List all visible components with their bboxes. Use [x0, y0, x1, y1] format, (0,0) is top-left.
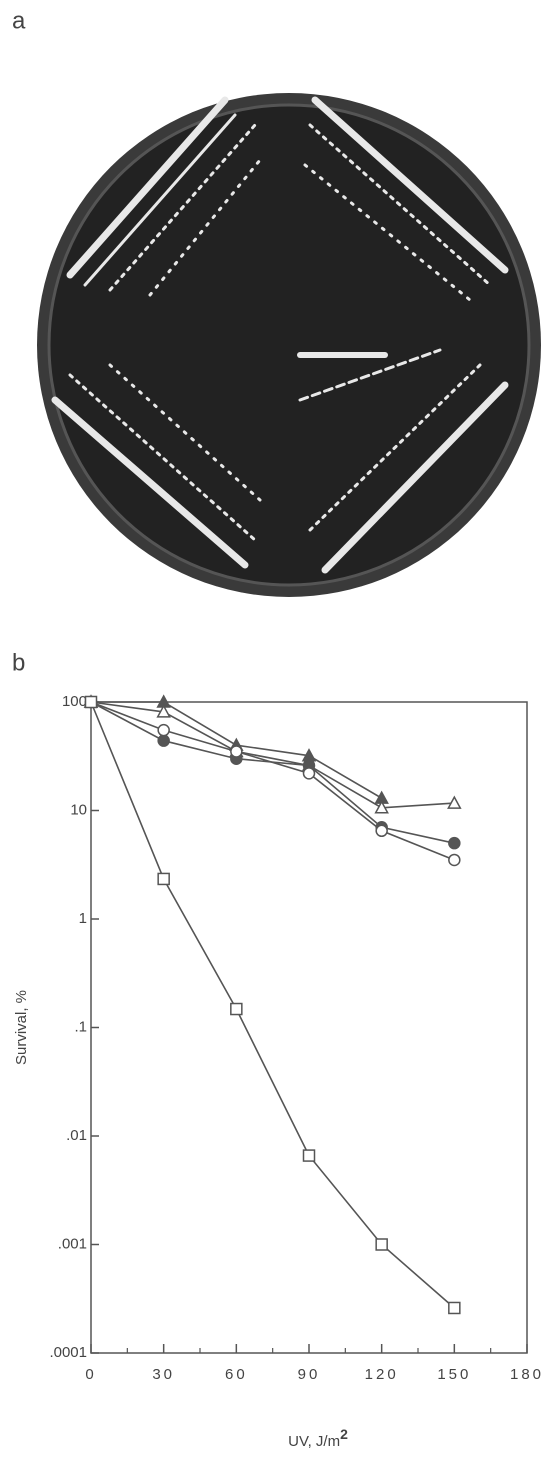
marker: [158, 873, 169, 884]
y-tick-label: 1: [79, 910, 87, 927]
panel-label: a: [12, 7, 26, 34]
marker: [304, 1150, 315, 1161]
figure: a b 100 10 1 .1 .01 .001 .0001 0 30 60 90 120 150 180…: [0, 0, 549, 1462]
marker: [231, 746, 242, 757]
x-tick-label: 120: [365, 1366, 399, 1383]
x-tick-label: 30: [152, 1366, 175, 1383]
marker: [449, 838, 460, 849]
x-axis-label: UV, J/m2: [288, 1426, 348, 1450]
petri-dish: [37, 93, 541, 597]
marker: [449, 1302, 460, 1313]
marker: [158, 725, 169, 736]
panel-label: b: [12, 649, 25, 676]
plot-frame: [91, 702, 527, 1353]
x-tick-label: 90: [298, 1366, 321, 1383]
x-tick-label: 0: [85, 1366, 96, 1383]
y-axis-label: Survival, %: [13, 990, 30, 1065]
marker: [231, 1004, 242, 1015]
y-tick-label: .01: [66, 1127, 87, 1144]
marker: [158, 735, 169, 746]
marker: [376, 1239, 387, 1250]
x-tick-label: 180: [510, 1366, 544, 1383]
x-tick-label: 60: [225, 1366, 248, 1383]
series-line: [91, 702, 454, 1308]
x-tick-label: 150: [437, 1366, 471, 1383]
marker: [449, 854, 460, 865]
x-axis-label-sup: 2: [340, 1426, 348, 1442]
marker: [376, 825, 387, 836]
series-line: [91, 702, 454, 808]
marker: [86, 697, 97, 708]
y-tick-label: 100: [62, 693, 87, 710]
x-axis-label-text: UV, J/m: [288, 1433, 340, 1450]
y-tick-label: .0001: [49, 1344, 87, 1361]
y-tick-label: .1: [74, 1018, 87, 1035]
y-tick-label: 10: [70, 801, 87, 818]
y-tick-label: .001: [58, 1235, 87, 1252]
dish-agar: [49, 105, 529, 585]
page: a b 100 10 1 .1 .01 .001 .0001 0 30 60 90 120 150 180…: [0, 0, 549, 1462]
marker: [304, 768, 315, 779]
survival-plot: 100 10 1 .1 .01 .001 .0001 0 30 60 90 120 150 180 Surv…: [13, 693, 544, 1450]
